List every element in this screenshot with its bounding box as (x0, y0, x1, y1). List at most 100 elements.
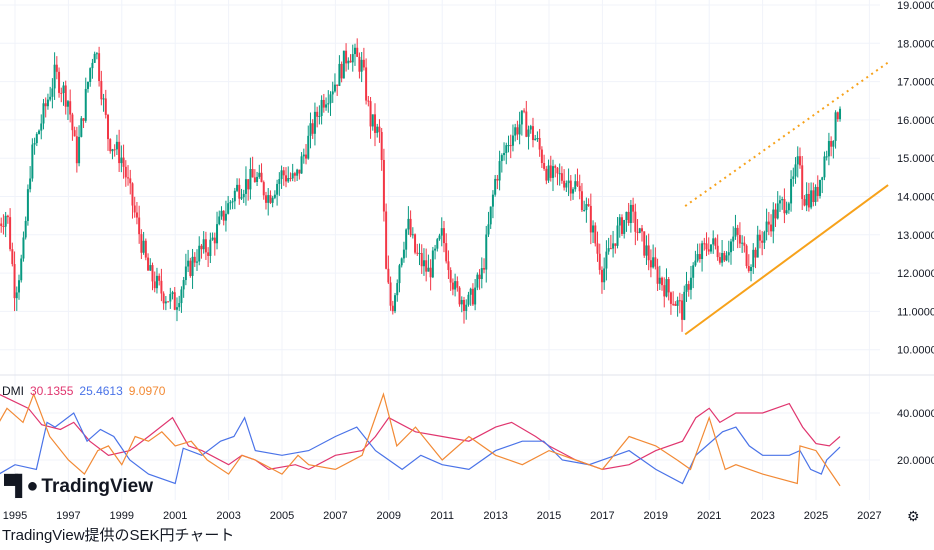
candle-body (725, 255, 728, 261)
candle-body (4, 215, 7, 227)
candle-body (20, 258, 23, 281)
candle-body (451, 282, 454, 290)
candle-body (191, 256, 194, 276)
candle-body (685, 284, 688, 292)
candle-body (696, 254, 699, 261)
settings-icon[interactable]: ⚙ (907, 508, 920, 524)
candle-body (714, 238, 717, 246)
candle-body (705, 243, 708, 250)
candle-body (196, 261, 199, 263)
candle-body (554, 166, 557, 168)
candle-body (827, 140, 830, 157)
candle-body (823, 156, 826, 178)
candle-body (440, 228, 443, 236)
candle-body (356, 47, 359, 57)
candle-body (560, 173, 563, 181)
candle-body (62, 85, 65, 93)
candle-body (598, 253, 601, 270)
candle-body (24, 220, 27, 238)
trendline-solid (684, 184, 889, 336)
candle-body (84, 88, 87, 121)
candle-body (289, 178, 292, 180)
candle-body (53, 64, 56, 89)
candle-body (498, 161, 501, 181)
candle-body (260, 172, 263, 183)
candle-body (358, 56, 361, 72)
candle-body (658, 277, 661, 284)
candle-body (231, 201, 234, 203)
indicator-legend[interactable]: DMI 30.1355 25.4613 9.0970 (2, 384, 171, 398)
candle-body (712, 238, 715, 245)
candle-body (656, 266, 659, 284)
candle-body (202, 239, 205, 250)
candle-body (511, 135, 514, 146)
candle-body (698, 254, 701, 260)
candle-body (814, 186, 817, 203)
candle-body (151, 265, 154, 282)
candle-body (184, 266, 187, 281)
candle-body (216, 224, 219, 244)
candle-body (385, 211, 388, 269)
candle-body (776, 203, 779, 219)
candle-body (220, 210, 223, 217)
candle-body (529, 126, 532, 130)
candle-body (643, 231, 646, 256)
candle-body (612, 243, 615, 249)
candle-body (18, 280, 21, 293)
candle-body (418, 253, 421, 255)
candle-body (565, 183, 568, 188)
tradingview-logo[interactable]: ▀▌● TradingView (4, 475, 153, 498)
candle-body (572, 189, 575, 194)
candle-body (758, 234, 761, 241)
candle-body (409, 218, 412, 236)
candle-body (790, 178, 793, 204)
candle-body (505, 145, 508, 153)
candle-body (447, 261, 450, 271)
time-tick-label: 2001 (163, 510, 187, 522)
candle-body (320, 99, 323, 116)
time-tick-label: 2011 (430, 510, 454, 522)
candle-body (104, 98, 107, 115)
candle-body (340, 63, 343, 79)
candle-body (376, 126, 379, 133)
candle-body (40, 123, 43, 131)
candle-body (244, 179, 247, 194)
candle-body (609, 248, 612, 250)
indicator-tick-label: 20.0000 (897, 455, 934, 467)
candle-body (213, 237, 216, 244)
candle-body (407, 218, 410, 230)
candle-body (649, 260, 652, 268)
candle-body (478, 274, 481, 280)
candle-body (187, 260, 190, 267)
candle-body (687, 284, 690, 290)
candle-body (78, 136, 81, 164)
candle-body (738, 234, 741, 244)
candle-body (491, 194, 494, 207)
candle-body (129, 178, 132, 184)
candle-body (149, 265, 152, 271)
candle-body (536, 138, 539, 140)
candle-body (91, 62, 94, 69)
candle-body (118, 141, 121, 164)
candle-body (271, 197, 274, 203)
candle-body (135, 212, 138, 218)
candle-body (189, 260, 192, 276)
candle-body (701, 243, 704, 260)
candle-body (716, 245, 719, 258)
candle-body (543, 163, 546, 169)
candle-body (362, 59, 365, 68)
candle-body (485, 234, 488, 270)
time-tick-label: 2025 (804, 510, 828, 522)
candle-body (442, 228, 445, 244)
candle-body (514, 127, 517, 136)
candle-body (458, 287, 461, 305)
candle-body (365, 67, 368, 101)
candle-body (707, 249, 710, 252)
candle-body (801, 165, 804, 200)
candle-body (538, 138, 541, 150)
logo-text: TradingView (41, 475, 153, 497)
time-tick-label: 2003 (216, 510, 240, 522)
candle-body (839, 108, 842, 120)
time-tick-label: 2021 (697, 510, 721, 522)
